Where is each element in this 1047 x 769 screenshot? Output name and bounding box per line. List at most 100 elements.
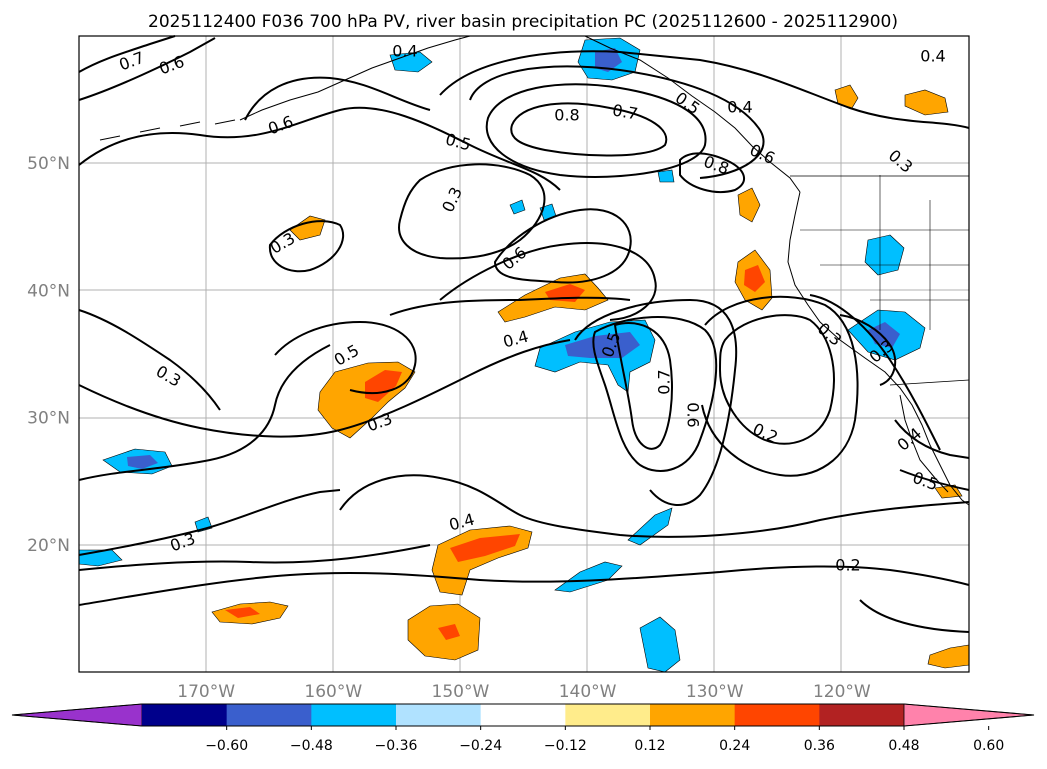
colorbar: −0.60 −0.48 −0.36 −0.24 −0.12 0.12 0.24 0.36 0.4… [11,703,1035,754]
colorbar-tick-label: 0.48 [888,738,919,754]
contour-label: 0.8 [554,106,579,125]
colorbar-segment [480,704,566,726]
contour-0.7-ridge [485,83,707,178]
precip-area-tiny-1 [509,199,526,215]
precip-area-hawaii-band-core [450,534,520,562]
contour-0.3-california [839,314,897,386]
longitude-label: 140°W [559,682,617,702]
precip-area-tiny-3 [657,169,675,183]
contour-0.3-low [78,344,331,481]
contour-0.5-mexico [899,469,970,491]
contour-labels: 0.7 0.60.4 0.40.6 0.8 0.7 0.5 0.40.5 0.60.80.30… [116,42,945,575]
precip-area-canada-east [904,89,949,116]
contour-0.4-north [439,50,970,129]
contour-0.2-south [78,565,970,606]
colorbar-segment [226,704,312,726]
contour-0.5-gulf [469,65,765,179]
border-states-1 [800,175,969,330]
longitude-label: 150°W [432,682,490,702]
colorbar-segment [565,704,651,726]
contour-0.3-south [78,489,341,556]
colorbar-segment [396,704,482,726]
contour-label: 0.4 [727,98,752,117]
colorbar-extend-low [11,703,143,727]
contour-0.3-west [268,220,345,273]
precip-area-alaska-panhandle [834,84,859,109]
precip-area-midpacific-trough-core [565,332,640,358]
precip-area-offshore-oregon-core [744,265,765,292]
coastline-alaska [239,35,471,121]
contour-0.6-trough [592,316,718,472]
latitude-label: 50°N [27,154,70,174]
colorbar-segment [819,704,905,726]
map-title: 2025112400 F036 700 hPa PV, river basin … [148,12,898,32]
precip-area-southwest-band-core [225,607,260,618]
contour-0.5-subtropic [274,320,417,394]
colorbar-tick-label: 0.12 [634,738,665,754]
contour-0.6-northwest [78,37,216,101]
contour-0.3-subtropic [78,339,571,438]
precip-positive-areas [211,84,970,669]
contour-0.6-central [493,208,632,284]
contour-0.2-cutoff [718,314,835,445]
map-frame [78,35,970,673]
contour-0.3-far-south [78,544,431,571]
contour-0.3-west-long [78,309,221,411]
contour-0.4-subtropic [339,474,970,538]
longitude-label: 160°W [304,682,362,702]
colorbar-outline [11,703,1035,727]
precip-area-bc-coast [737,187,761,223]
colorbar-tick-label: 0.24 [719,738,750,754]
map-background [79,36,969,672]
longitude-label: 170°W [177,682,235,702]
colorbar-tick-label: 0.60 [973,738,1004,754]
latitude-label: 30°N [27,409,70,429]
precip-area-subtropic-2 [554,561,623,593]
precip-area-south-blob-core [438,624,460,640]
colorbar-segment [650,704,736,726]
colorbar-tick-label: 0.36 [804,738,835,754]
border-us-mexico [889,379,970,386]
longitude-labels: 170°W 160°W 150°W 140°W 130°W 120°W [177,682,871,702]
contour-label: 0.6 [684,402,703,427]
contour-0.8-ridge [510,102,668,157]
latitude-label: 20°N [27,536,70,556]
precip-area-gulf-alaska-north-core [595,48,622,72]
contour-0.5-north [78,106,561,191]
contour-0.8-trough [679,152,745,194]
contour-0.7-trough [613,322,673,450]
colorbar-segment [142,704,228,726]
contour-0.3-central [398,163,546,260]
contour-0.4-central [389,296,631,316]
contour-0.3-cutoff [701,295,859,477]
colorbar-segment [734,704,820,726]
contour-0.4-mexico [894,419,970,459]
latitude-labels: 50°N 40°N 30°N 20°N [27,154,70,556]
colorbar-segment [311,704,397,726]
latitude-label: 40°N [27,281,70,301]
colorbar-tick-label: −0.36 [375,738,418,754]
coastline-bc-panhandle [584,35,801,193]
contour-0.4-east [809,294,941,451]
longitude-label: 120°W [813,682,871,702]
contour-label: 0.7 [611,100,639,123]
contour-0.7-northwest [78,35,176,73]
colorbar-tick-label: −0.24 [459,738,502,754]
precip-area-south [639,616,681,673]
coastline-aleutians [99,119,236,141]
contour-0.6-gulf-alaska [244,76,431,121]
coastline-baja [899,394,949,493]
coastlines [99,35,970,506]
colorbar-extend-high [903,703,1035,727]
longitude-label: 130°W [686,682,744,702]
precip-area-hawaii-west-core [127,455,158,469]
contour-label: 0.7 [655,369,674,394]
coastline-us-west [787,191,970,506]
contour-label: 0.4 [920,47,945,66]
contour-label: 0.4 [392,42,417,61]
colorbar-tick-label: −0.60 [205,738,248,754]
pv-contours [78,35,970,633]
colorbar-tick-label: −0.48 [290,738,333,754]
